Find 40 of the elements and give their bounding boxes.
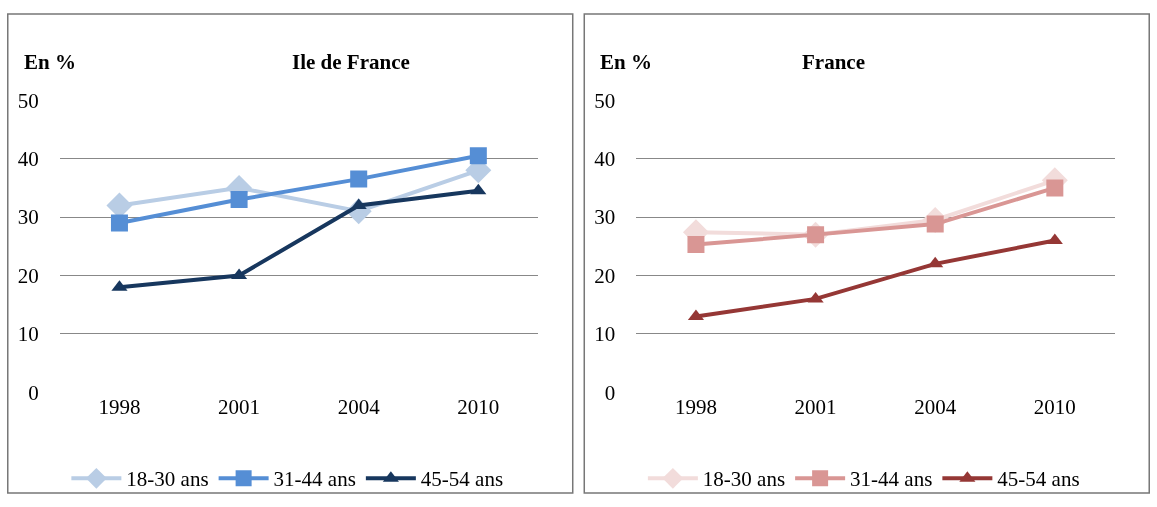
point	[927, 256, 944, 268]
point	[807, 291, 824, 303]
y-tick-label: 20	[17, 263, 39, 288]
y-tick-label: 0	[28, 380, 39, 405]
y-tick-label: 30	[594, 205, 616, 230]
point	[231, 268, 248, 280]
x-tick-label: 2010	[1033, 395, 1076, 420]
y-tick-label: 0	[604, 380, 616, 405]
legend-label: 18-30 ans	[702, 467, 786, 492]
legend-label: 31-44 ans	[273, 467, 356, 492]
chart-title: France	[802, 50, 865, 74]
x-tick-label: 2010	[457, 395, 500, 420]
point	[470, 183, 487, 195]
point	[469, 147, 487, 165]
y-tick-label: 40	[594, 147, 616, 172]
y-tick-label: 10	[17, 322, 39, 347]
legend-label: 45-54 ans	[997, 467, 1080, 492]
y-tick-label: 20	[594, 263, 616, 288]
y-axis-title: En %	[600, 50, 652, 74]
y-tick-label: 10	[594, 322, 616, 347]
legend-label: 18-30 ans	[126, 467, 209, 492]
point	[230, 191, 248, 209]
legend-label: 31-44 ans	[850, 467, 933, 492]
chart-title: Ile de France	[292, 50, 410, 74]
x-tick-label: 2004	[337, 395, 381, 420]
y-tick-label: 40	[17, 147, 39, 172]
x-tick-label: 2001	[218, 395, 261, 420]
y-axis-title: En %	[24, 50, 76, 74]
point	[1046, 179, 1064, 197]
point	[687, 236, 705, 254]
x-tick-label: 2004	[914, 395, 957, 420]
x-tick-label: 1998	[674, 395, 717, 420]
y-tick-label: 50	[17, 88, 39, 113]
y-tick-label: 50	[594, 88, 616, 113]
point	[350, 170, 368, 188]
y-tick-label: 30	[17, 205, 39, 230]
point	[110, 214, 128, 232]
x-tick-label: 2001	[794, 395, 837, 420]
x-tick-label: 1998	[98, 395, 141, 420]
legend-label: 45-54 ans	[420, 467, 504, 492]
